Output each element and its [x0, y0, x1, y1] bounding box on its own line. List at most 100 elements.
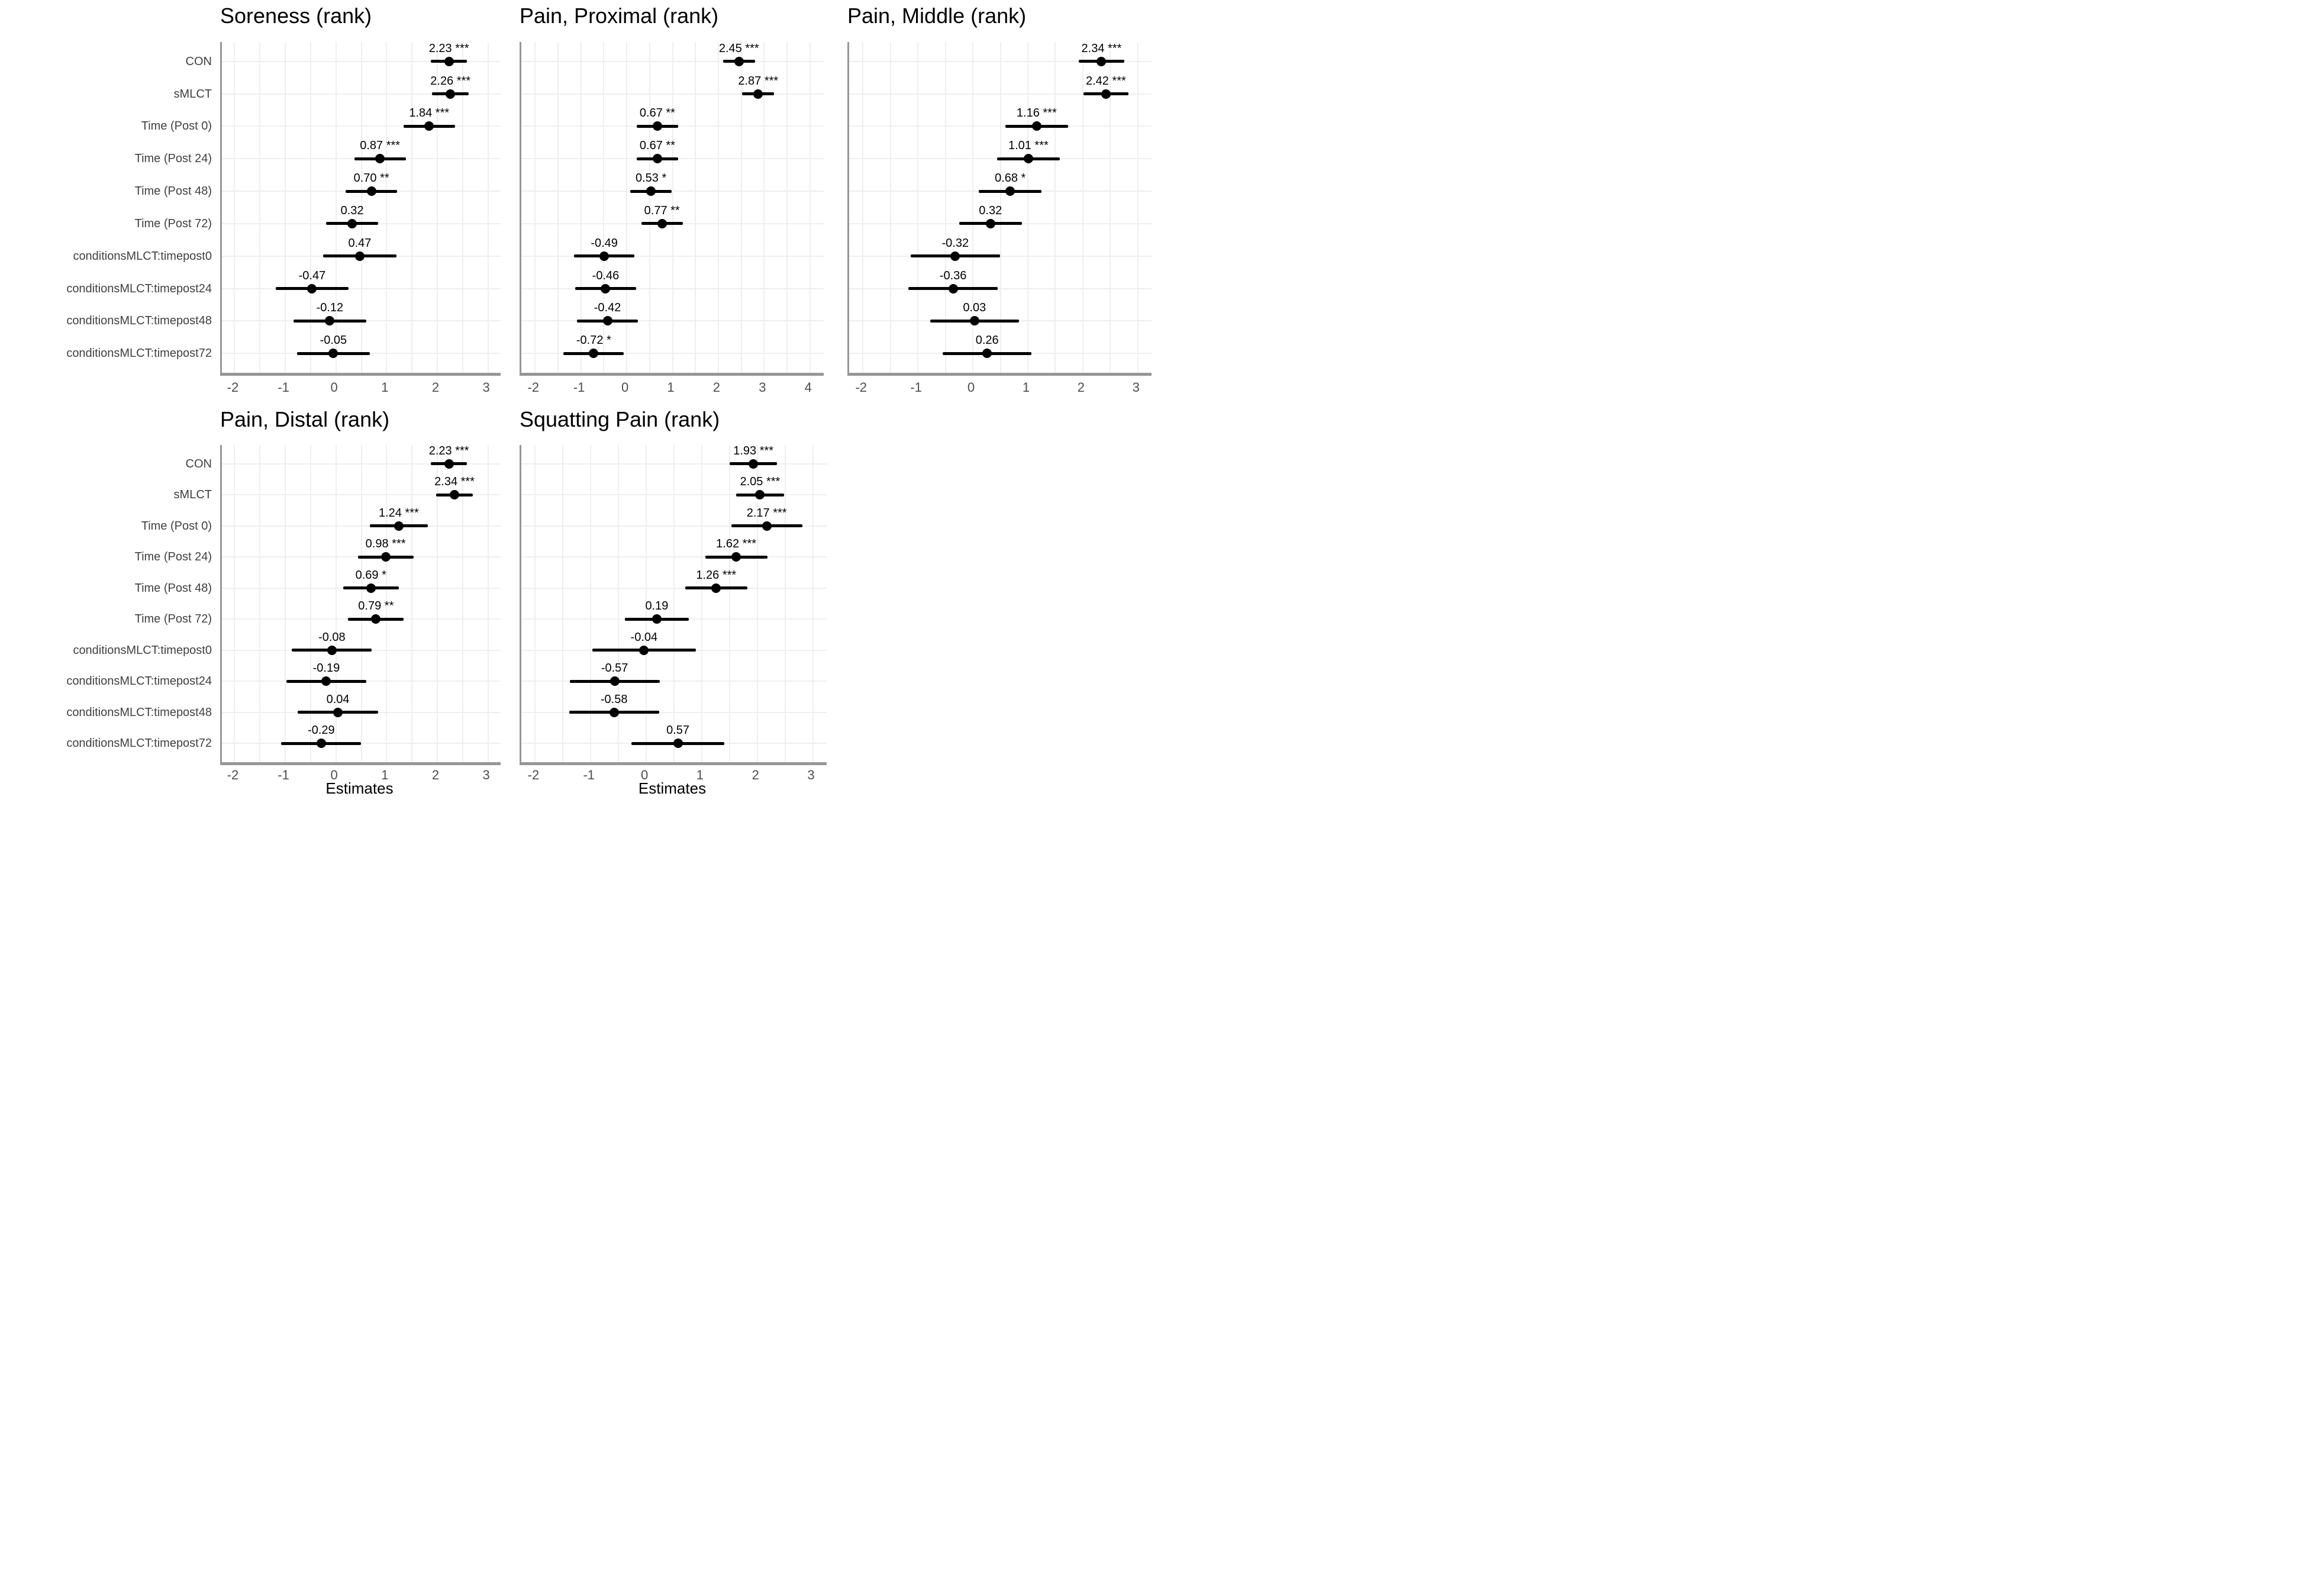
point-marker: [366, 583, 376, 593]
estimate-label: 2.05 ***: [740, 475, 781, 489]
estimate-label: -0.19: [312, 662, 340, 675]
x-tick-label: 2: [1077, 380, 1085, 395]
estimate-label: 2.26 ***: [430, 74, 471, 88]
point-marker: [589, 349, 599, 359]
category-label: conditionsMLCT:timepost48: [66, 314, 212, 328]
gridline-horizontal: [849, 288, 1152, 289]
point-marker: [646, 186, 656, 196]
gridline-vertical: [649, 42, 650, 373]
gridline-vertical: [462, 445, 463, 762]
panel-title: Soreness (rank): [220, 4, 372, 28]
estimate-label: 2.34 ***: [1081, 41, 1122, 55]
gridline-horizontal: [222, 463, 501, 465]
category-label: CON: [185, 54, 212, 68]
point-marker: [734, 56, 744, 66]
x-tick-label: 1: [381, 380, 389, 395]
point-marker: [328, 349, 338, 359]
category-label: sMLCT: [173, 488, 212, 502]
estimate-label: 2.23 ***: [428, 41, 469, 55]
estimate-label: 0.47: [348, 236, 372, 250]
point-marker: [380, 552, 391, 562]
gridline-horizontal: [222, 60, 501, 62]
gridline-vertical: [259, 445, 261, 762]
gridline-vertical: [309, 445, 311, 762]
gridline-vertical: [360, 445, 362, 762]
point-marker: [969, 316, 979, 326]
point-marker: [424, 121, 434, 131]
category-label: Time (Post 24): [134, 550, 212, 564]
gridline-horizontal: [521, 587, 827, 589]
estimate-label: 1.16 ***: [1016, 107, 1057, 120]
gridline-horizontal: [222, 288, 501, 289]
gridline-vertical: [618, 445, 620, 762]
gridline-vertical: [309, 42, 311, 373]
point-marker: [366, 186, 376, 196]
point-marker: [444, 56, 454, 66]
estimate-label: 0.70 **: [353, 172, 389, 185]
gridline-vertical: [1110, 42, 1111, 373]
point-marker: [1101, 89, 1111, 99]
category-label: conditionsMLCT:timepost0: [73, 249, 212, 263]
point-marker: [371, 614, 381, 624]
estimate-label: 0.79 **: [358, 599, 394, 613]
point-marker: [609, 707, 619, 717]
estimate-label: -0.58: [600, 692, 628, 706]
gridline-vertical: [234, 445, 236, 762]
category-label: Time (Post 72): [134, 217, 212, 230]
gridline-vertical: [386, 42, 388, 373]
point-marker: [321, 676, 331, 686]
point-marker: [731, 552, 741, 562]
point-marker: [602, 316, 612, 326]
gridline-horizontal: [521, 320, 824, 322]
gridline-vertical: [701, 445, 702, 762]
gridline-vertical: [862, 42, 864, 373]
x-tick-label: 0: [640, 768, 649, 782]
point-marker: [316, 739, 326, 749]
panel-title: Pain, Distal (rank): [220, 407, 390, 431]
gridline-horizontal: [849, 255, 1152, 257]
x-tick-label: 3: [807, 768, 815, 782]
gridline-horizontal: [521, 556, 827, 558]
category-label: sMLCT: [173, 87, 212, 101]
estimate-label: 2.87 ***: [738, 74, 779, 88]
gridline-vertical: [285, 445, 286, 762]
estimate-label: 2.42 ***: [1085, 74, 1126, 88]
point-marker: [755, 490, 765, 500]
category-label: Time (Post 24): [134, 152, 212, 166]
category-label: conditionsMLCT:timepost0: [73, 643, 212, 657]
category-label: Time (Post 48): [134, 581, 212, 595]
estimate-label: -0.72 *: [576, 334, 611, 347]
gridline-horizontal: [849, 125, 1152, 127]
gridline-vertical: [335, 42, 337, 373]
estimate-label: 0.19: [645, 599, 669, 613]
estimate-label: 0.77 **: [644, 204, 680, 217]
gridline-horizontal: [222, 494, 501, 496]
gridline-vertical: [812, 445, 814, 762]
gridline-vertical: [335, 445, 337, 762]
point-marker: [450, 490, 460, 500]
point-marker: [753, 89, 763, 99]
category-label: conditionsMLCT:timepost24: [66, 282, 212, 295]
gridline-vertical: [763, 42, 765, 373]
gridline-vertical: [756, 445, 758, 762]
estimate-label: -0.36: [939, 269, 967, 282]
x-tick-label: 2: [431, 380, 440, 395]
forest-plot-figure: Soreness (rank) Pain, Proximal (rank) Pa…: [0, 0, 1154, 798]
x-axis-label: Estimates: [325, 779, 394, 797]
x-tick-label: 0: [330, 380, 338, 395]
x-tick-label: -1: [583, 768, 595, 782]
point-marker: [652, 614, 662, 624]
gridline-vertical: [944, 42, 946, 373]
gridline-vertical: [809, 42, 811, 373]
x-tick-label: 1: [667, 380, 675, 395]
point-marker: [446, 89, 456, 99]
estimate-label: 0.53 *: [635, 172, 667, 185]
gridline-vertical: [386, 445, 388, 762]
x-tick-label: 0: [330, 768, 338, 782]
gridline-vertical: [695, 42, 696, 373]
estimate-label: 0.03: [963, 301, 986, 315]
point-marker: [601, 283, 611, 294]
gridline-vertical: [534, 42, 536, 373]
gridline-vertical: [1137, 42, 1139, 373]
estimate-label: 1.01 ***: [1008, 139, 1049, 153]
